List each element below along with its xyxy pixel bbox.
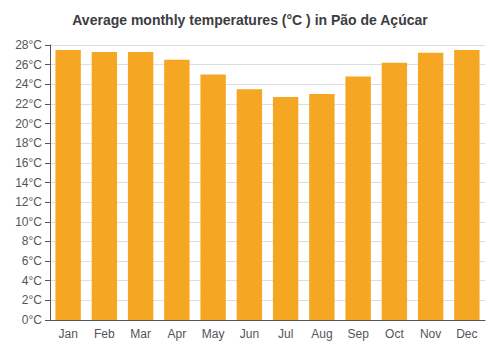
svg-text:May: May (202, 327, 225, 341)
svg-text:8°C: 8°C (22, 234, 42, 248)
svg-text:0°C: 0°C (22, 313, 42, 327)
svg-text:14°C: 14°C (15, 176, 42, 190)
svg-text:Apr: Apr (168, 327, 187, 341)
svg-text:26°C: 26°C (15, 58, 42, 72)
svg-text:Aug: Aug (311, 327, 332, 341)
svg-text:Jun: Jun (240, 327, 259, 341)
svg-text:Average monthly temperatures (: Average monthly temperatures (°C ) in Pã… (72, 12, 428, 28)
svg-text:Feb: Feb (94, 327, 115, 341)
svg-text:10°C: 10°C (15, 215, 42, 229)
svg-text:Nov: Nov (420, 327, 441, 341)
svg-text:Jul: Jul (278, 327, 293, 341)
svg-text:Oct: Oct (385, 327, 404, 341)
svg-text:2°C: 2°C (22, 293, 42, 307)
svg-text:24°C: 24°C (15, 77, 42, 91)
svg-text:6°C: 6°C (22, 254, 42, 268)
svg-text:Sep: Sep (347, 327, 369, 341)
svg-text:20°C: 20°C (15, 117, 42, 131)
svg-text:12°C: 12°C (15, 195, 42, 209)
svg-text:18°C: 18°C (15, 136, 42, 150)
svg-text:4°C: 4°C (22, 274, 42, 288)
svg-text:28°C: 28°C (15, 38, 42, 52)
svg-text:16°C: 16°C (15, 156, 42, 170)
svg-text:22°C: 22°C (15, 97, 42, 111)
svg-text:Mar: Mar (130, 327, 151, 341)
svg-text:Dec: Dec (456, 327, 477, 341)
svg-text:Jan: Jan (58, 327, 77, 341)
